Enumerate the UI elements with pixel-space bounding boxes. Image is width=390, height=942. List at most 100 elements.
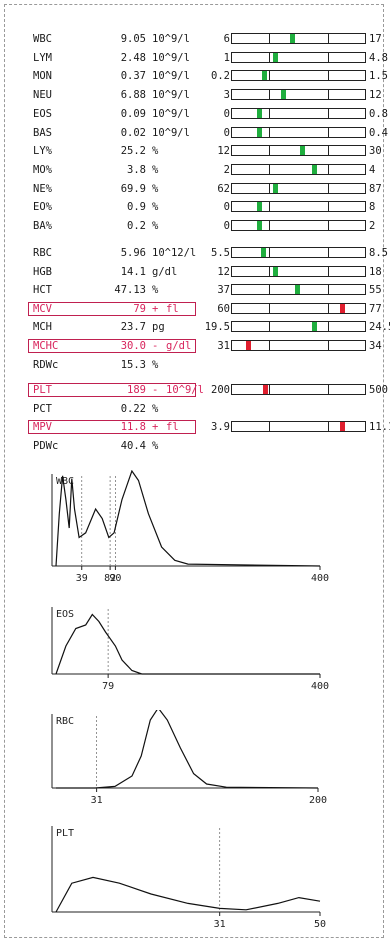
param-name: PCT	[33, 401, 52, 417]
x-tick-label: 50	[314, 919, 326, 930]
param-name: MPV	[33, 419, 52, 435]
param-row-mpv: MPV11.8+fl3.911.1	[28, 419, 368, 435]
range-min: 6	[196, 31, 230, 47]
range-bar	[231, 284, 366, 295]
range-min: 0	[196, 125, 230, 141]
range-bar-divider	[328, 34, 329, 43]
range-bar-divider	[269, 248, 270, 257]
range-bar	[231, 108, 366, 119]
flag-indicator: +	[152, 419, 158, 435]
range-bar-divider	[269, 304, 270, 313]
range-bar	[231, 70, 366, 81]
param-value: 79	[88, 301, 146, 317]
range-min: 1	[196, 50, 230, 66]
range-bar-divider	[269, 202, 270, 211]
range-bar-divider	[269, 422, 270, 431]
param-value: 47.13	[88, 282, 146, 298]
param-unit: 10^9/l	[152, 106, 190, 122]
x-tick-label: 90	[109, 573, 121, 584]
param-unit: %	[152, 401, 158, 417]
param-unit: fl	[166, 301, 179, 317]
param-unit: g/dl	[152, 264, 177, 280]
param-row-mo-pct: MO% 3.8% 2 4	[28, 162, 368, 178]
param-name: LY%	[33, 143, 52, 159]
param-row-wbc: WBC 9.05 10^9/l 6 17	[28, 31, 368, 47]
histogram-wbc: WBC39 8290 400	[0, 470, 390, 588]
param-unit: 10^9/l	[152, 87, 190, 103]
range-bar	[231, 266, 366, 277]
range-bar	[231, 127, 366, 138]
param-value: 40.4	[88, 438, 146, 454]
param-value: 2.48	[88, 50, 146, 66]
range-bar-divider	[328, 248, 329, 257]
param-name: EO%	[33, 199, 52, 215]
range-bar-divider	[269, 53, 270, 62]
range-max: 12	[369, 87, 382, 103]
range-bar-divider	[269, 221, 270, 230]
range-marker	[246, 341, 251, 350]
param-row-eo-pct: EO% 0.9% 0 8	[28, 199, 368, 215]
param-value: 0.09	[88, 106, 146, 122]
range-bar-divider	[328, 109, 329, 118]
histogram-rbc: RBC31 200	[0, 710, 390, 810]
range-min: 12	[196, 143, 230, 159]
x-tick-label: 79	[102, 681, 114, 692]
range-marker	[257, 202, 262, 211]
param-unit: 10^9/l	[152, 125, 190, 141]
range-bar-divider	[328, 71, 329, 80]
range-min: 0	[196, 106, 230, 122]
param-unit: fl	[166, 419, 179, 435]
range-bar-divider	[269, 285, 270, 294]
range-max: 77	[369, 301, 382, 317]
param-value: 0.02	[88, 125, 146, 141]
range-min: 60	[196, 301, 230, 317]
param-row-pct: PCT 0.22%	[28, 401, 368, 417]
range-marker	[261, 248, 266, 257]
param-name: EOS	[33, 106, 52, 122]
param-unit: %	[152, 181, 158, 197]
range-max: 55	[369, 282, 382, 298]
param-value: 14.1	[88, 264, 146, 280]
param-row-mcv: MCV 79 + fl 60 77	[28, 301, 368, 317]
param-name: MCHC	[33, 338, 58, 354]
range-bar-divider	[328, 202, 329, 211]
x-tick-label: 400	[311, 573, 329, 584]
range-max: 34	[369, 338, 382, 354]
range-bar-divider	[328, 304, 329, 313]
param-unit: 10^9/l	[152, 68, 190, 84]
range-max: 0.8	[369, 106, 388, 122]
param-unit: pg	[152, 319, 165, 335]
param-value: 0.37	[88, 68, 146, 84]
param-unit: 10^9/l	[152, 50, 190, 66]
range-marker	[340, 422, 345, 431]
range-bar-divider	[269, 165, 270, 174]
range-bar-divider	[328, 184, 329, 193]
range-marker	[257, 128, 262, 137]
range-max: 500	[369, 382, 388, 398]
range-bar	[231, 52, 366, 63]
histogram-plt: PLT 31 50	[0, 822, 390, 934]
range-bar-divider	[269, 146, 270, 155]
param-row-lym: LYM 2.48 10^9/l 1 4.8	[28, 50, 368, 66]
param-value: 15.3	[88, 357, 146, 373]
x-tick-label: 400	[311, 681, 329, 692]
range-min: 19.5	[196, 319, 230, 335]
param-unit: %	[152, 199, 158, 215]
range-bar-divider	[328, 385, 329, 394]
range-marker	[312, 322, 317, 331]
param-name: RDWc	[33, 357, 58, 373]
range-max: 8	[369, 199, 375, 215]
range-marker	[263, 385, 268, 394]
range-bar-divider	[328, 221, 329, 230]
range-min: 37	[196, 282, 230, 298]
range-bar	[231, 201, 366, 212]
histogram-label: EOS	[56, 609, 74, 620]
range-bar	[231, 340, 366, 351]
param-name: LYM	[33, 50, 52, 66]
range-bar	[231, 220, 366, 231]
x-tick-label: 200	[309, 795, 327, 806]
flag-indicator: +	[152, 301, 158, 317]
distribution-curve	[56, 877, 320, 912]
range-bar	[231, 303, 366, 314]
param-value: 5.96	[88, 245, 146, 261]
